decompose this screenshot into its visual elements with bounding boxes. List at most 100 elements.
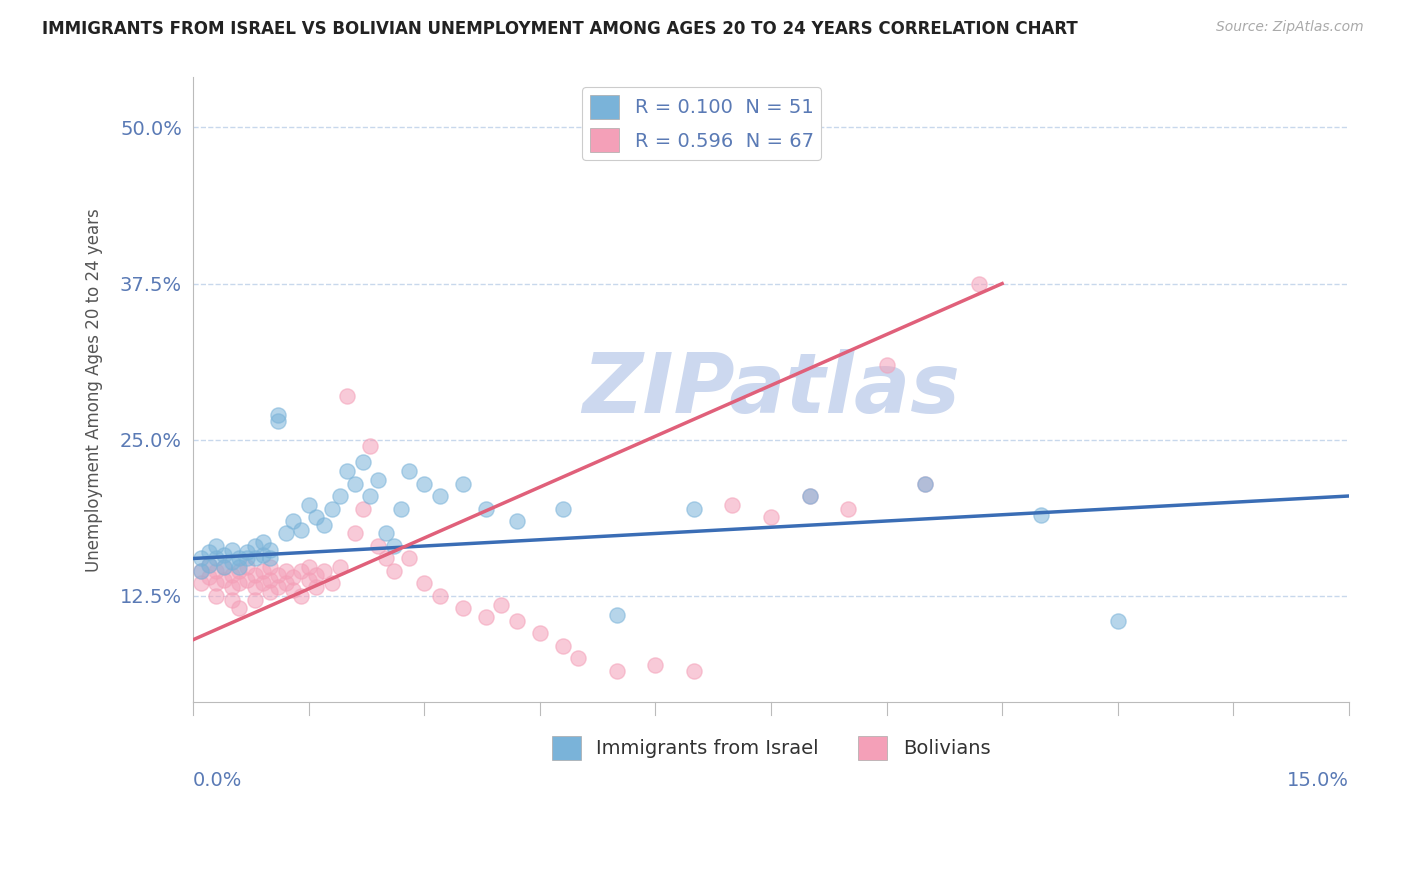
Point xyxy=(236,551,259,566)
Point xyxy=(491,598,513,612)
Point xyxy=(205,576,228,591)
Point xyxy=(259,560,281,574)
Point xyxy=(228,601,250,615)
Point xyxy=(352,501,374,516)
Point xyxy=(259,551,281,566)
Point xyxy=(236,560,259,574)
Point xyxy=(606,664,628,678)
Point xyxy=(413,576,436,591)
Point xyxy=(228,560,250,574)
Point xyxy=(221,567,243,582)
Point xyxy=(259,542,281,557)
Point xyxy=(243,580,266,594)
Point xyxy=(683,664,706,678)
Point xyxy=(197,570,219,584)
Point xyxy=(336,389,359,403)
Text: 0.0%: 0.0% xyxy=(193,771,243,790)
Point xyxy=(205,539,228,553)
Point xyxy=(367,473,389,487)
Point xyxy=(221,580,243,594)
Point xyxy=(212,548,235,562)
Point xyxy=(205,589,228,603)
Point xyxy=(190,564,212,578)
Point xyxy=(329,560,352,574)
Point xyxy=(799,489,821,503)
Point xyxy=(567,651,589,665)
Point xyxy=(382,564,405,578)
Point xyxy=(190,564,212,578)
Point xyxy=(1107,614,1129,628)
Text: Source: ZipAtlas.com: Source: ZipAtlas.com xyxy=(1216,20,1364,34)
Point xyxy=(212,560,235,574)
Point xyxy=(336,464,359,478)
Point xyxy=(382,539,405,553)
Point xyxy=(228,551,250,566)
Point xyxy=(429,589,451,603)
Point xyxy=(967,277,990,291)
Point xyxy=(221,542,243,557)
Point xyxy=(221,555,243,569)
Point xyxy=(314,517,336,532)
Point xyxy=(205,564,228,578)
Point xyxy=(298,573,321,587)
Point xyxy=(283,514,305,528)
Point xyxy=(212,573,235,587)
Point xyxy=(283,570,305,584)
Point xyxy=(876,358,898,372)
Point xyxy=(914,476,936,491)
Point xyxy=(683,501,706,516)
Point xyxy=(343,476,366,491)
Text: IMMIGRANTS FROM ISRAEL VS BOLIVIAN UNEMPLOYMENT AMONG AGES 20 TO 24 YEARS CORREL: IMMIGRANTS FROM ISRAEL VS BOLIVIAN UNEMP… xyxy=(42,20,1078,37)
Point xyxy=(243,539,266,553)
Point xyxy=(274,564,297,578)
Point xyxy=(267,567,290,582)
Y-axis label: Unemployment Among Ages 20 to 24 years: Unemployment Among Ages 20 to 24 years xyxy=(86,208,103,572)
Point xyxy=(243,551,266,566)
Point xyxy=(799,489,821,503)
Point xyxy=(197,545,219,559)
Point xyxy=(252,548,274,562)
Point xyxy=(506,514,529,528)
Point xyxy=(283,582,305,597)
Point xyxy=(236,545,259,559)
Point xyxy=(475,501,498,516)
Point xyxy=(190,551,212,566)
Point xyxy=(529,626,551,640)
Point xyxy=(721,498,744,512)
Point xyxy=(451,601,474,615)
Point xyxy=(305,580,328,594)
Point xyxy=(212,560,235,574)
Point xyxy=(644,657,666,672)
Point xyxy=(451,476,474,491)
Point xyxy=(267,414,290,428)
Point xyxy=(228,576,250,591)
Point xyxy=(298,560,321,574)
Point xyxy=(367,539,389,553)
Point xyxy=(197,558,219,572)
Point xyxy=(551,501,574,516)
Point xyxy=(374,526,396,541)
Point xyxy=(205,551,228,566)
Point xyxy=(837,501,859,516)
Point xyxy=(914,476,936,491)
Text: 15.0%: 15.0% xyxy=(1286,771,1348,790)
Point xyxy=(267,408,290,422)
Point xyxy=(343,526,366,541)
Point xyxy=(305,567,328,582)
Point xyxy=(321,501,343,516)
Point xyxy=(252,564,274,578)
Point xyxy=(221,592,243,607)
Point xyxy=(352,455,374,469)
Point xyxy=(259,585,281,599)
Point xyxy=(329,489,352,503)
Point xyxy=(228,564,250,578)
Point xyxy=(551,639,574,653)
Point xyxy=(274,526,297,541)
Point xyxy=(759,510,782,524)
Point xyxy=(389,501,412,516)
Point xyxy=(305,510,328,524)
Point xyxy=(374,551,396,566)
Text: ZIPatlas: ZIPatlas xyxy=(582,350,960,430)
Point xyxy=(243,567,266,582)
Point xyxy=(252,576,274,591)
